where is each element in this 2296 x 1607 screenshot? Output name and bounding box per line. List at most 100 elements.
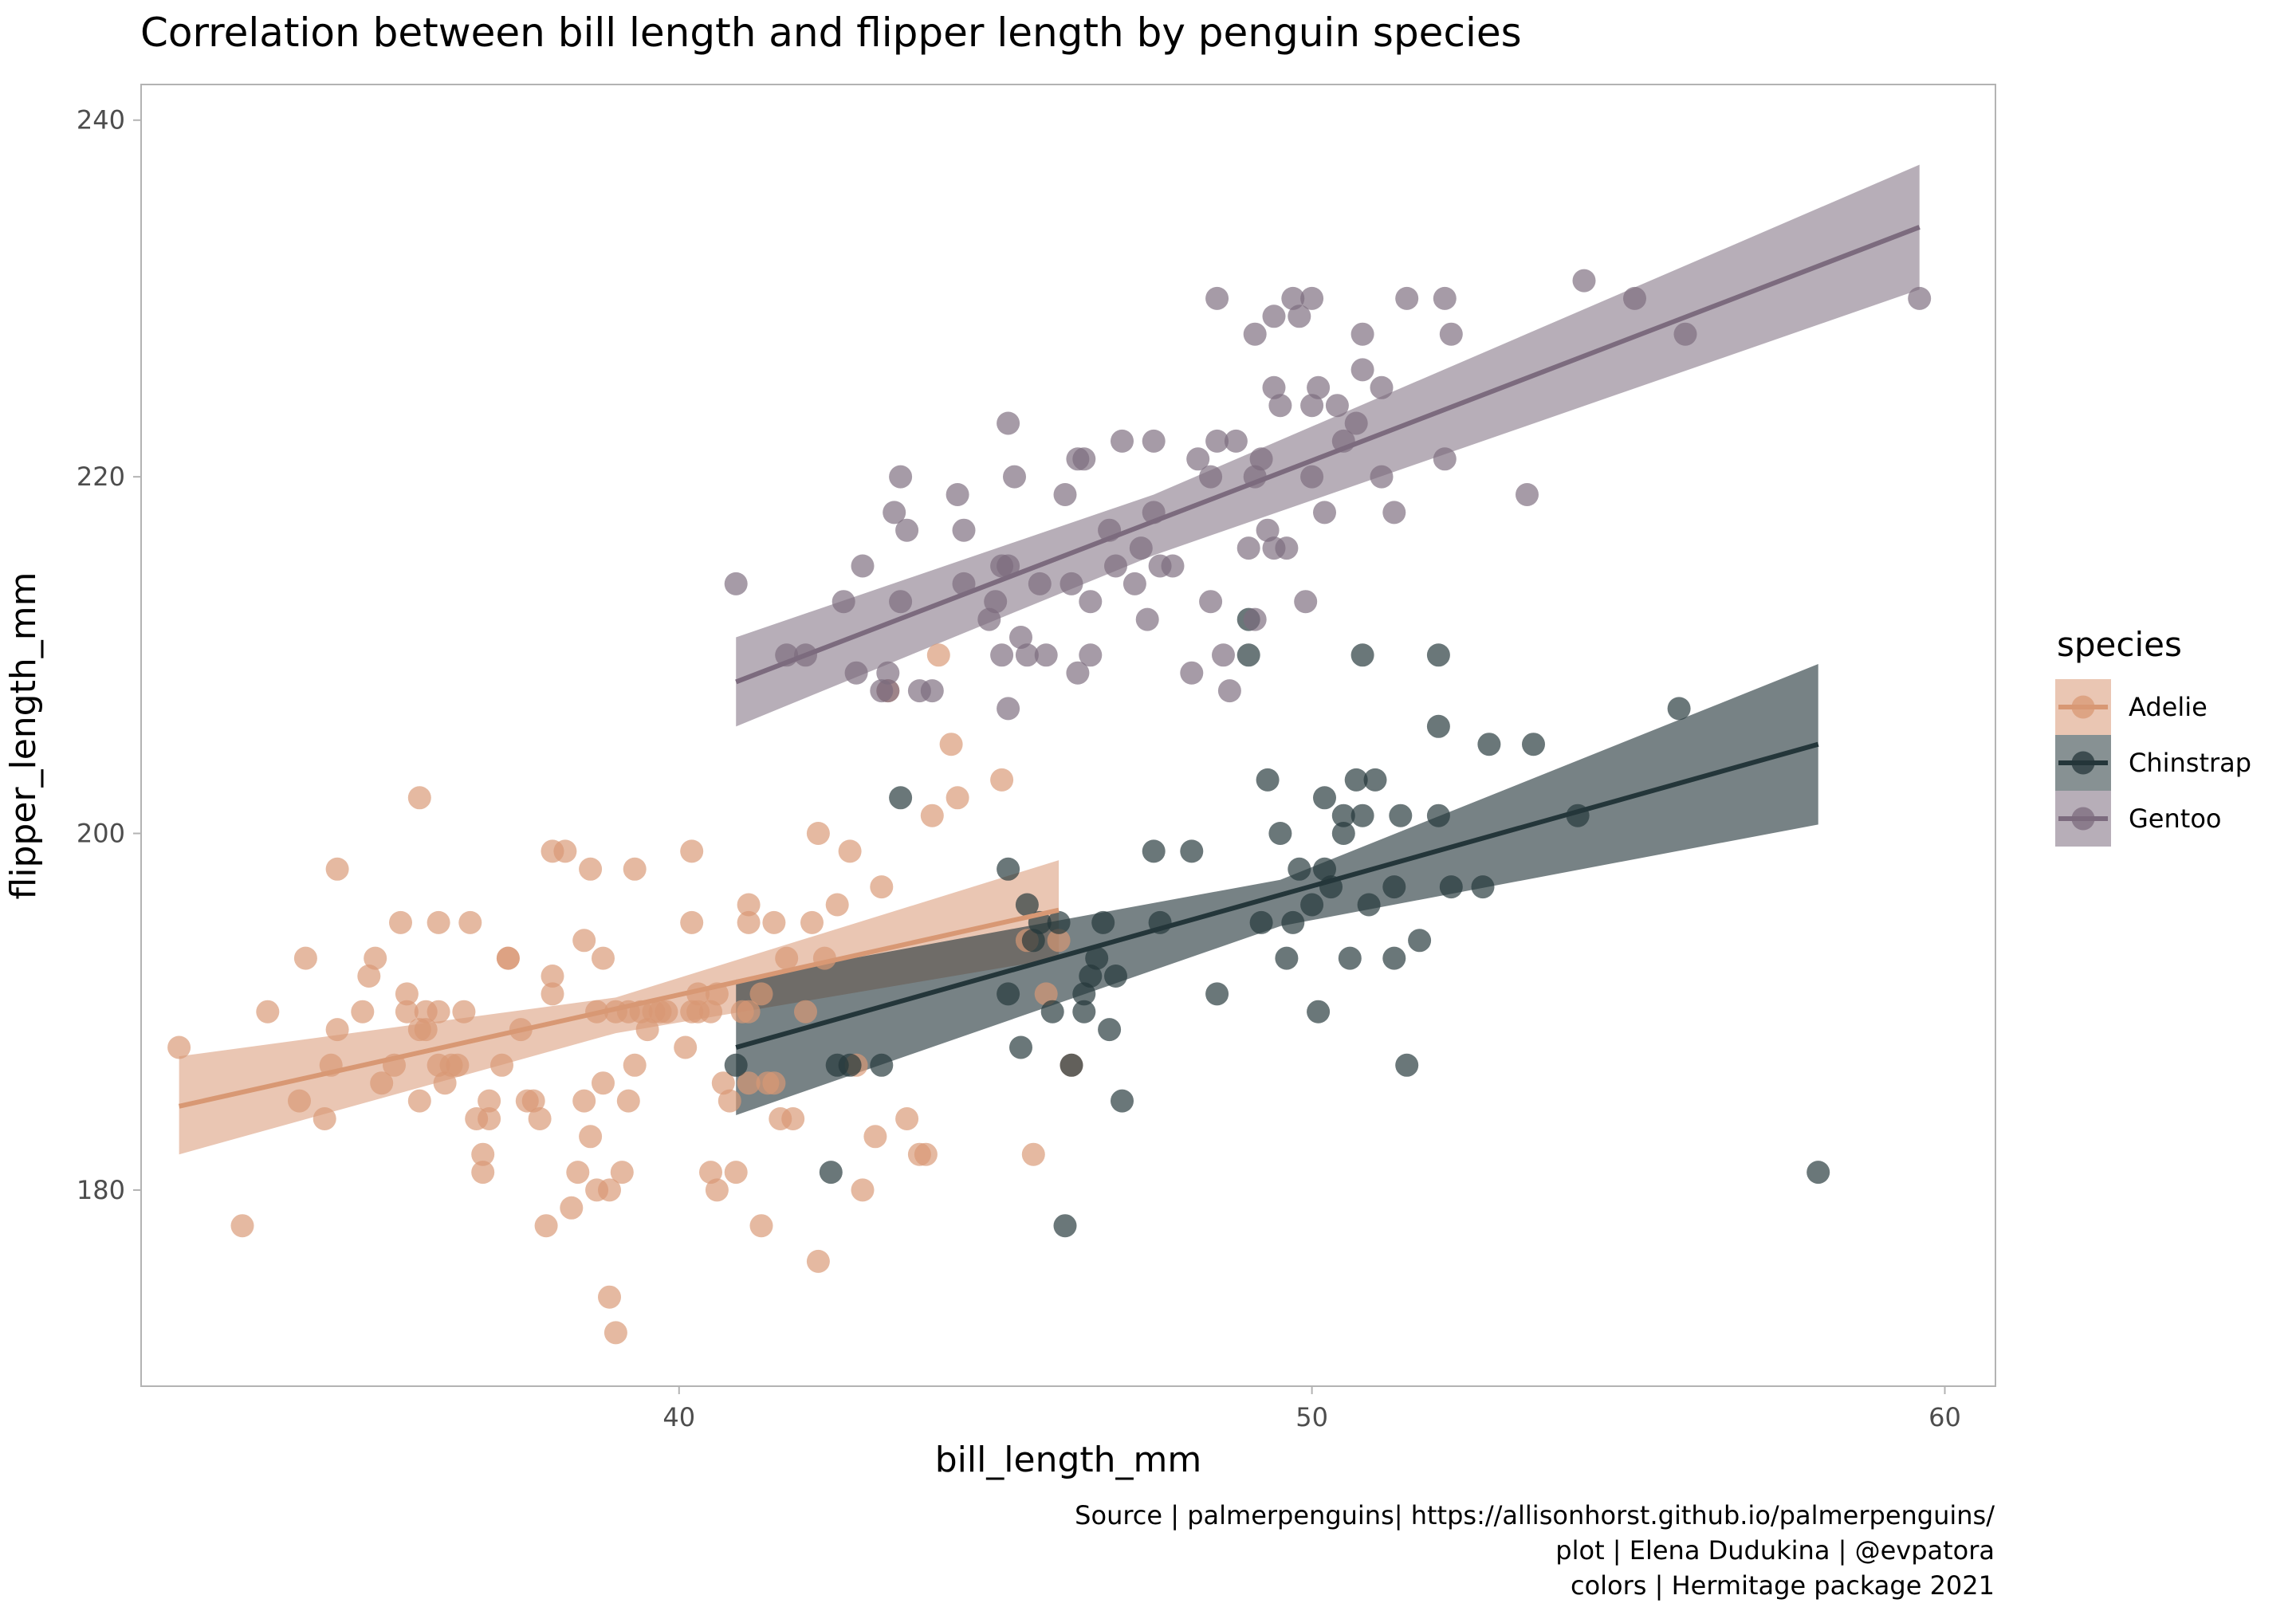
data-point-gentoo (1212, 643, 1235, 667)
data-point-adelie (427, 910, 450, 934)
chart-title: Correlation between bill length and flip… (140, 10, 1522, 56)
data-points (167, 269, 1932, 1345)
data-point-chinstrap (1091, 910, 1115, 934)
data-point-gentoo (1350, 322, 1374, 346)
data-point-adelie (293, 946, 317, 970)
y-tick-label: 200 (77, 819, 125, 849)
data-point-gentoo (1433, 286, 1457, 310)
data-point-gentoo (1281, 286, 1305, 310)
legend: species Adelie Chinstrap Gentoo (2055, 625, 2251, 847)
data-point-gentoo (997, 697, 1020, 721)
data-point-adelie (711, 1071, 735, 1095)
data-point-adelie (623, 857, 647, 881)
data-point-adelie (592, 946, 615, 970)
data-point-gentoo (1249, 447, 1273, 471)
data-point-adelie (370, 1071, 394, 1095)
legend-item-adelie: Adelie (2055, 679, 2208, 735)
data-point-gentoo (876, 661, 900, 685)
data-point-gentoo (883, 501, 906, 525)
data-point-chinstrap (1363, 768, 1387, 792)
data-point-chinstrap (1021, 929, 1045, 953)
data-point-chinstrap (724, 1053, 748, 1077)
data-point-adelie (825, 893, 849, 917)
data-point-chinstrap (1382, 875, 1406, 899)
data-point-gentoo (1300, 286, 1324, 310)
data-point-adelie (351, 1000, 375, 1024)
data-point-chinstrap (1331, 822, 1355, 845)
data-point-adelie (623, 1053, 647, 1077)
legend-label-gentoo: Gentoo (2129, 804, 2221, 834)
data-point-adelie (230, 1214, 254, 1238)
data-point-gentoo (1224, 429, 1248, 453)
data-point-gentoo (724, 572, 748, 595)
data-point-adelie (762, 910, 786, 934)
data-point-chinstrap (1307, 1000, 1331, 1024)
data-point-adelie (521, 1089, 545, 1113)
legend-dot-adelie (2071, 695, 2095, 719)
data-point-adelie (863, 1125, 887, 1149)
data-point-adelie (655, 1000, 678, 1024)
data-point-chinstrap (1667, 697, 1691, 721)
data-point-chinstrap (1060, 1053, 1083, 1077)
data-point-chinstrap (1256, 768, 1280, 792)
data-point-chinstrap (1350, 804, 1374, 827)
data-point-adelie (579, 857, 603, 881)
data-point-adelie (851, 1178, 875, 1202)
data-point-adelie (724, 1161, 748, 1185)
data-point-chinstrap (1281, 910, 1305, 934)
y-axis-title: flipper_length_mm (3, 572, 44, 900)
legend-label-chinstrap: Chinstrap (2129, 748, 2251, 778)
data-point-gentoo (1053, 483, 1077, 506)
data-point-chinstrap (1344, 768, 1368, 792)
data-point-adelie (433, 1071, 457, 1095)
data-point-adelie (592, 1071, 615, 1095)
data-point-adelie (616, 1089, 640, 1113)
data-point-chinstrap (1357, 893, 1381, 917)
y-tick-label: 240 (77, 105, 125, 136)
data-point-adelie (407, 786, 431, 810)
data-point-adelie (427, 1000, 450, 1024)
regression-line-gentoo (735, 225, 1921, 685)
data-point-gentoo (1243, 322, 1267, 346)
data-point-adelie (553, 839, 577, 863)
data-point-adelie (572, 1089, 596, 1113)
data-point-adelie (288, 1089, 311, 1113)
data-point-gentoo (1104, 554, 1127, 578)
data-point-chinstrap (870, 1053, 894, 1077)
data-point-adelie (478, 1107, 501, 1130)
data-point-gentoo (1256, 518, 1280, 542)
data-point-adelie (870, 875, 894, 899)
data-point-adelie (560, 1196, 584, 1220)
data-point-gentoo (889, 590, 913, 614)
data-point-adelie (389, 910, 412, 934)
data-point-chinstrap (1236, 643, 1260, 667)
data-point-gentoo (1079, 643, 1103, 667)
data-point-adelie (635, 1018, 659, 1042)
data-point-gentoo (1268, 394, 1292, 418)
data-point-chinstrap (1142, 839, 1166, 863)
data-point-gentoo (1307, 375, 1331, 399)
data-point-adelie (407, 1089, 431, 1113)
data-point-chinstrap (1426, 714, 1450, 738)
data-point-gentoo (832, 590, 855, 614)
data-point-chinstrap (997, 857, 1020, 881)
data-point-gentoo (946, 483, 969, 506)
data-point-gentoo (1028, 572, 1052, 595)
data-point-gentoo (1370, 375, 1394, 399)
data-point-chinstrap (1180, 839, 1204, 863)
data-point-gentoo (1350, 358, 1374, 382)
data-point-gentoo (1382, 501, 1406, 525)
data-point-gentoo (1180, 661, 1204, 685)
caption-line-2: plot | Elena Dudukina | @evpatora (1555, 1535, 1995, 1566)
data-point-adelie (680, 910, 704, 934)
data-point-gentoo (1079, 590, 1103, 614)
legend-dot-gentoo (2071, 807, 2095, 831)
data-point-adelie (680, 839, 704, 863)
data-point-chinstrap (1072, 982, 1096, 1006)
data-point-gentoo (1262, 305, 1286, 328)
data-point-adelie (395, 982, 419, 1006)
data-point-gentoo (1199, 465, 1223, 489)
data-point-adelie (705, 1178, 729, 1202)
data-point-gentoo (1003, 465, 1026, 489)
data-point-gentoo (851, 554, 875, 578)
